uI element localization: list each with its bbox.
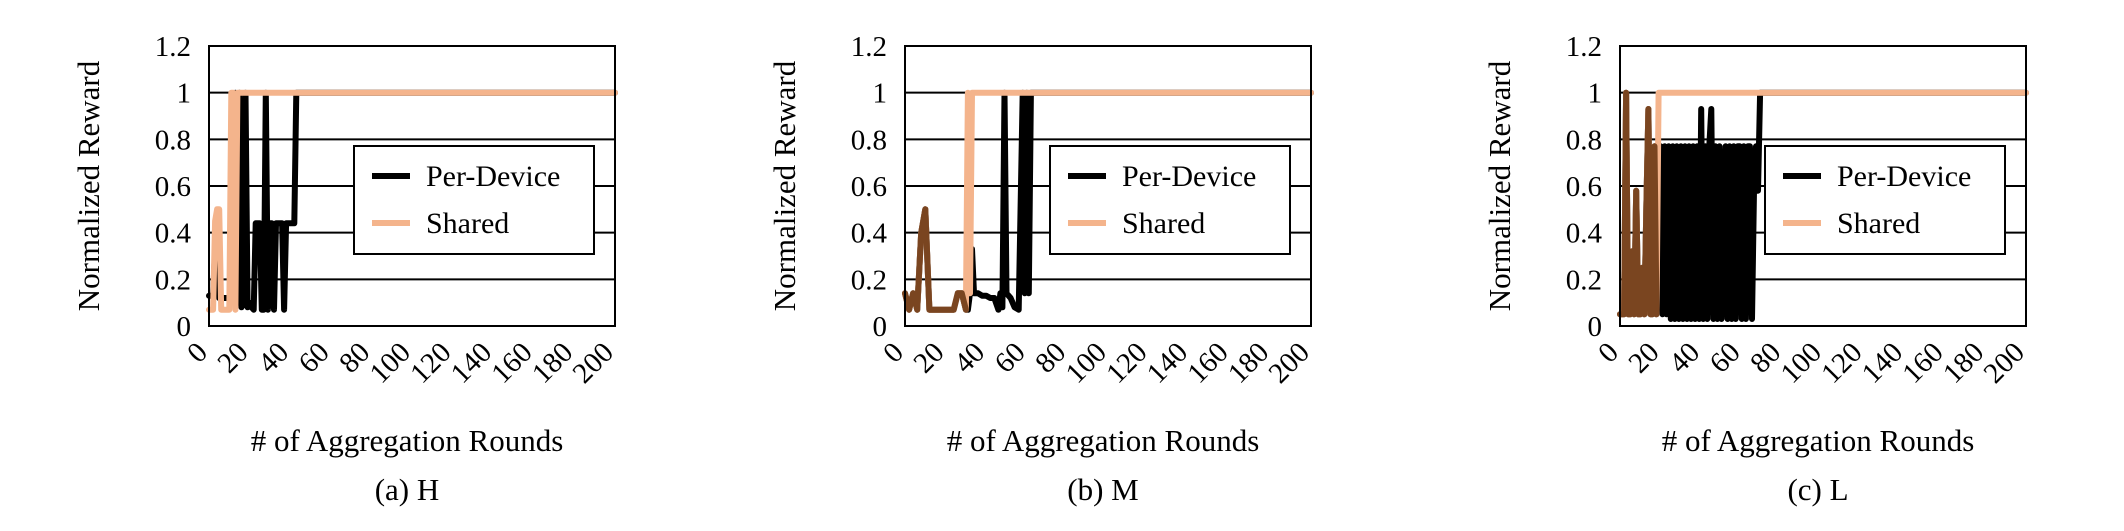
x-tick-label: 40 <box>1663 336 1706 379</box>
plot-frame <box>1619 45 2027 327</box>
chart-panel-1: 00.20.40.60.811.202040608010012014016018… <box>71 31 620 507</box>
x-tick-label: 20 <box>211 336 254 379</box>
x-axis-label: # of Aggregation Rounds <box>1662 423 1975 458</box>
y-tick-label: 0.6 <box>155 171 191 203</box>
y-tick-label: 1 <box>177 78 192 110</box>
x-tick-label: 60 <box>293 336 336 379</box>
x-tick-label: 200 <box>1978 336 2031 389</box>
y-tick-label: 0.2 <box>155 264 191 296</box>
y-tick-label: 1.2 <box>1566 31 1602 63</box>
legend: Per-Device Shared <box>1049 145 1291 255</box>
legend-box <box>1764 145 2006 255</box>
series-line-overlap <box>902 206 969 313</box>
plot-frame <box>904 45 1312 327</box>
legend-label-shared: Shared <box>426 207 509 240</box>
x-tick-label: 0 <box>181 336 214 369</box>
x-axis-label: # of Aggregation Rounds <box>947 423 1260 458</box>
y-tick-label: 0.8 <box>1566 124 1602 156</box>
y-tick-label: 1.2 <box>155 31 191 63</box>
x-axis-label: # of Aggregation Rounds <box>251 423 564 458</box>
x-tick-label: 60 <box>989 336 1032 379</box>
y-axis-label: Normalized Reward <box>71 60 106 311</box>
legend: Per-Device Shared <box>353 145 595 255</box>
y-tick-label: 0.8 <box>851 124 887 156</box>
legend-label-shared: Shared <box>1837 207 1920 240</box>
legend-box <box>353 145 595 255</box>
x-tick-label: 0 <box>1592 336 1625 369</box>
y-tick-label: 0 <box>177 311 192 343</box>
panel-caption: (a) H <box>375 472 440 507</box>
legend: Per-Device Shared <box>1764 145 2006 255</box>
y-tick-label: 1.2 <box>851 31 887 63</box>
panel-caption: (c) L <box>1787 472 1848 507</box>
y-tick-label: 0.2 <box>1566 264 1602 296</box>
x-tick-label: 200 <box>1263 336 1316 389</box>
legend-label-per-device: Per-Device <box>426 160 560 193</box>
plot-frame <box>208 45 616 327</box>
x-tick-label: 0 <box>877 336 910 369</box>
series-line-shared <box>206 89 618 313</box>
chart-panel-2: 00.20.40.60.811.202040608010012014016018… <box>767 31 1316 507</box>
y-tick-label: 0 <box>1588 311 1603 343</box>
legend-label-shared: Shared <box>1122 207 1205 240</box>
y-axis-label: Normalized Reward <box>1482 60 1517 311</box>
y-tick-label: 0.6 <box>1566 171 1602 203</box>
panel-caption: (b) M <box>1067 472 1138 507</box>
x-tick-label: 60 <box>1704 336 1747 379</box>
y-tick-label: 0.4 <box>851 218 888 250</box>
x-tick-label: 20 <box>907 336 950 379</box>
y-tick-label: 0.2 <box>851 264 887 296</box>
chart-panel-3: 00.20.40.60.811.202040608010012014016018… <box>1482 31 2031 507</box>
y-tick-label: 0.8 <box>155 124 191 156</box>
x-tick-label: 200 <box>567 336 620 389</box>
y-axis-label: Normalized Reward <box>767 60 802 311</box>
series-line-overlap <box>1617 89 1660 318</box>
x-tick-label: 40 <box>948 336 991 379</box>
x-tick-label: 20 <box>1622 336 1665 379</box>
y-tick-label: 0.6 <box>851 171 887 203</box>
y-tick-label: 1 <box>873 78 888 110</box>
legend-box <box>1049 145 1291 255</box>
legend-label-per-device: Per-Device <box>1122 160 1256 193</box>
y-tick-label: 0.4 <box>155 218 192 250</box>
y-tick-label: 0 <box>873 311 888 343</box>
x-tick-label: 40 <box>252 336 295 379</box>
y-tick-label: 1 <box>1588 78 1603 110</box>
y-tick-label: 0.4 <box>1566 218 1603 250</box>
legend-label-per-device: Per-Device <box>1837 160 1971 193</box>
